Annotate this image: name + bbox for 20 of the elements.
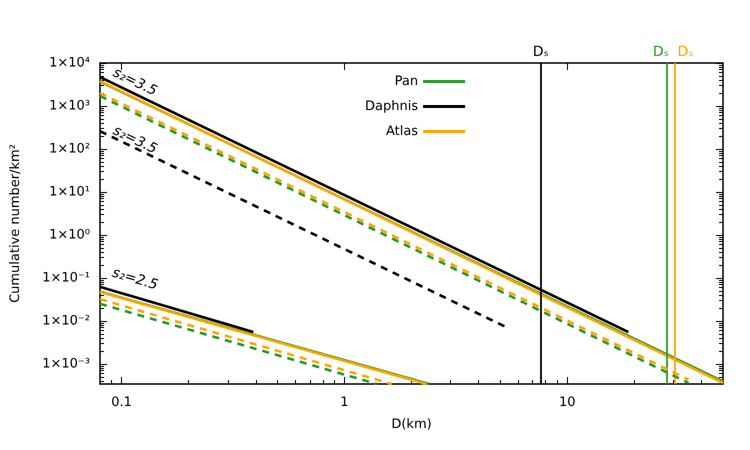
y-tick-label: 1×10² [49,141,90,156]
x-tick-label: 1 [340,395,349,410]
y-tick-label: 1×10⁴ [49,56,90,70]
legend-label: Daphnis [365,99,418,114]
legend-label: Atlas [386,124,418,139]
legend-label: Pan [394,74,418,89]
ref-line-label: Dₛ [532,44,549,60]
y-tick-label: 1×10⁻² [42,313,90,328]
x-tick-label: 10 [558,395,576,410]
y-tick-label: 1×10⁻³ [42,356,90,372]
ref-line-label: Dₛ [678,44,694,60]
y-tick-label: 1×10³ [49,98,90,114]
annotation: s₂=2.5 [110,264,160,294]
y-tick-label: 1×10⁰ [49,227,90,242]
y-tick-label: 1×10⁻¹ [42,270,90,286]
y-tick-label: 1×10¹ [49,184,90,200]
y-axis-title: Cumulative number/km² [8,144,23,303]
x-axis-title: D(km) [391,417,432,432]
ref-line-label: Dₛ [652,44,669,60]
x-tick-label: 0.1 [111,395,132,410]
